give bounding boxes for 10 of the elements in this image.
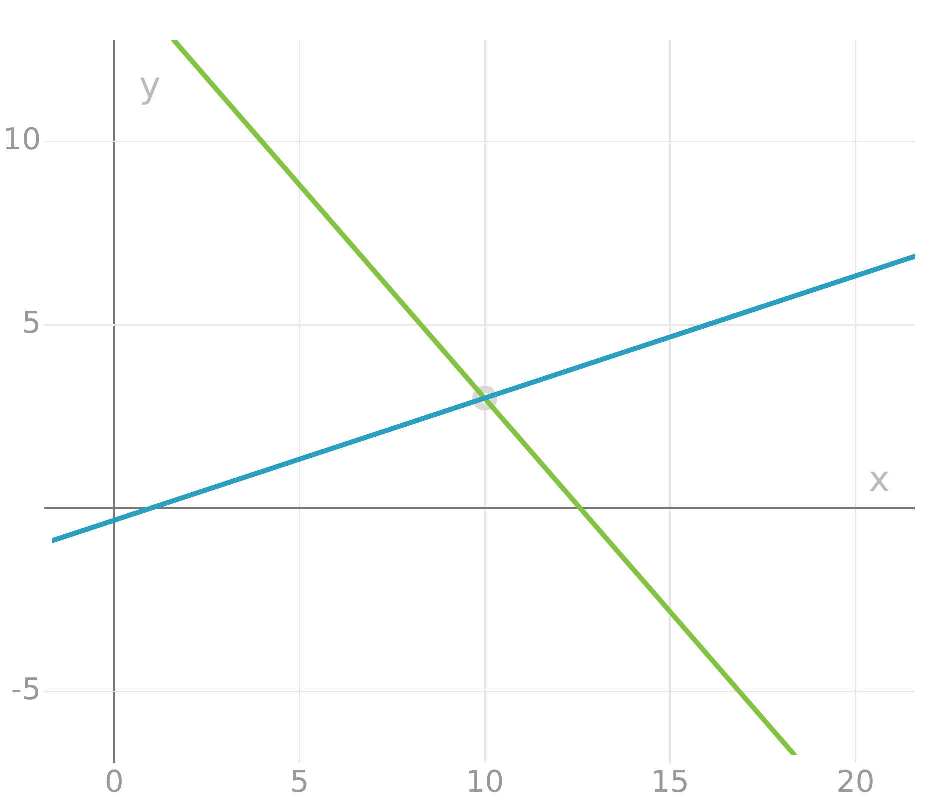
x-tick-label: 15 bbox=[651, 764, 690, 800]
y-tick-label: 10 bbox=[2, 122, 42, 158]
x-axis-title: x bbox=[868, 460, 890, 501]
x-tick-label: 5 bbox=[290, 764, 310, 800]
y-axis-title: y bbox=[139, 65, 161, 106]
x-tick-label: 0 bbox=[104, 764, 124, 800]
y-tick-label: -5 bbox=[11, 672, 42, 708]
y-tick-label: 5 bbox=[22, 306, 42, 341]
x-tick-label: 20 bbox=[836, 764, 875, 800]
x-tick-label: 10 bbox=[466, 764, 504, 800]
